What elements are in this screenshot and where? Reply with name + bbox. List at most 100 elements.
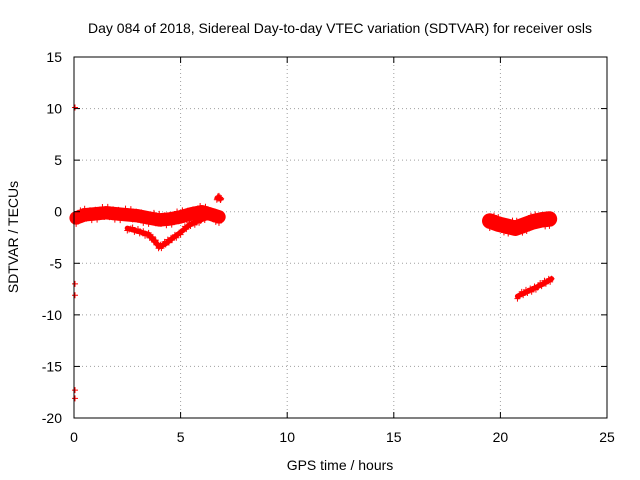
data-point [513,217,520,224]
data-point [108,210,115,217]
data-point [519,229,526,236]
data-point [529,221,536,228]
x-tick-label: 5 [177,429,185,445]
data-series [69,104,558,402]
data-point [537,221,544,228]
data-point [136,213,143,220]
data-point [115,206,122,213]
data-point [518,288,525,295]
data-point [498,221,505,228]
data-point [522,286,529,293]
data-point [161,212,168,219]
data-point [110,206,117,213]
data-point [174,208,181,215]
data-point [190,218,197,225]
data-point [545,213,552,220]
data-point [502,225,509,232]
data-point [117,217,124,224]
data-point [152,220,159,227]
data-point [195,207,202,214]
data-point [535,217,542,224]
data-point [548,275,555,282]
data-point [547,278,554,285]
data-point [113,210,120,217]
data-point [211,208,218,215]
data-point [539,216,546,223]
data-point [94,216,101,223]
data-point [200,207,207,214]
data-point [77,207,84,214]
y-tick-label: -10 [42,307,62,323]
data-point [149,233,156,240]
data-point [186,219,193,226]
data-point [218,195,225,202]
data-point [122,205,129,212]
data-point [127,206,134,213]
data-point [138,209,145,216]
y-tick-label: 5 [54,152,62,168]
data-point [538,283,545,290]
data-point [492,224,499,231]
data-point [134,225,141,232]
data-point [95,212,102,219]
data-point [92,206,99,213]
data-point [104,203,111,210]
data-point [489,216,496,223]
x-tick-label: 25 [599,429,615,445]
data-point [134,216,141,223]
data-point [177,211,184,218]
data-point [530,216,537,223]
data-point [131,212,138,219]
y-tick-label: -5 [50,255,63,271]
data-point [525,222,532,229]
y-tick-label: 0 [54,204,62,220]
data-point [177,231,184,238]
data-point [118,213,125,220]
data-point [546,222,553,229]
data-point [154,216,161,223]
x-tick-label: 0 [70,429,78,445]
data-point [80,212,87,219]
data-point [491,212,498,219]
data-point [99,204,106,211]
series-morning-dip [124,213,210,252]
data-point [172,212,179,219]
data-point [168,221,175,228]
y-axis-label: SDTVAR / TECUs [5,181,21,293]
data-point [85,211,92,218]
data-point [508,221,515,228]
data-point [126,209,133,216]
data-point [207,207,214,214]
data-point [182,212,189,219]
data-point [152,237,159,244]
y-tick-label: -20 [42,410,62,426]
data-point [142,216,149,223]
grid [74,57,607,418]
data-point [540,211,547,218]
series-evening-low-trend [514,275,555,302]
data-point [518,218,525,225]
y-tick-label: -15 [42,358,62,374]
data-point [493,220,500,227]
data-point [495,214,502,221]
data-point [515,228,522,235]
series-main-band [69,203,226,229]
data-point [181,216,188,223]
data-point [179,228,186,235]
data-point [97,208,104,215]
data-point [533,222,540,229]
data-point [147,217,154,224]
y-tick-label: 15 [46,49,62,65]
data-point [72,104,78,111]
data-point [527,212,534,219]
data-point [152,237,159,244]
data-point [101,213,108,220]
x-axis-label: GPS time / hours [287,457,394,473]
data-point [158,220,165,227]
series-edge-marks [72,104,78,402]
x-tick-label: 20 [493,429,509,445]
data-point [163,222,170,229]
x-tick-label: 15 [386,429,402,445]
data-point [169,237,176,244]
